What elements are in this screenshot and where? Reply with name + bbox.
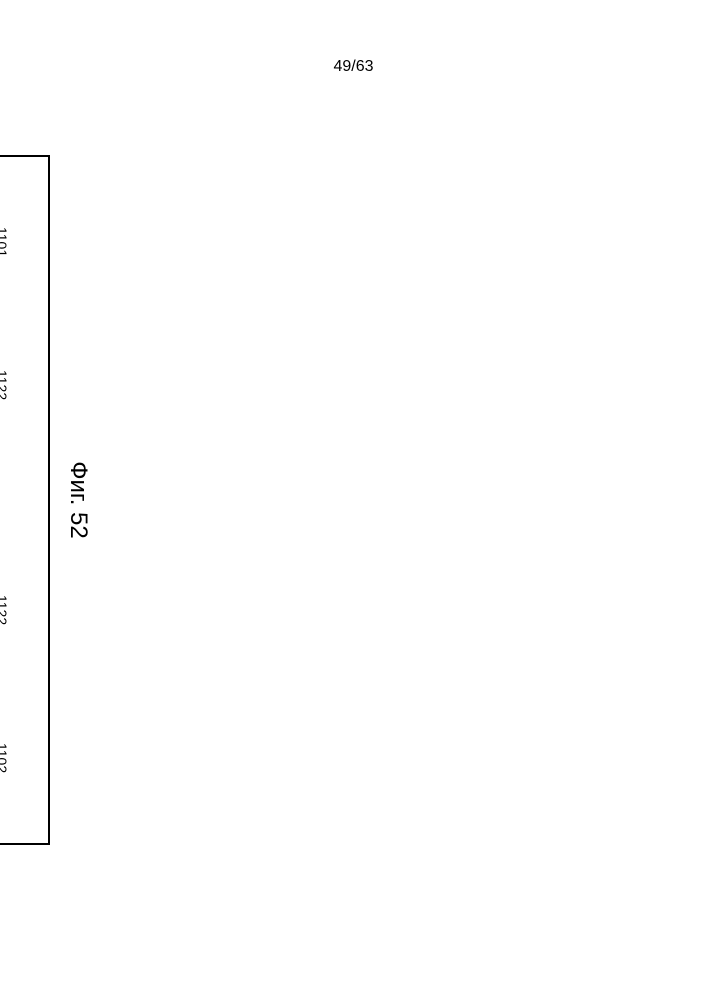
diagram-frame — [0, 155, 50, 845]
page-number: 49/63 — [0, 58, 707, 76]
figure-rotated-container: Фиг. 52 СТАНЦИЯ ШИРОКОВЕЩАТЕЛЬНОЙ ПЕРЕДА… — [0, 155, 100, 845]
terminal-device-ref: 1102 — [0, 743, 10, 773]
el-left-ref: 1122 — [0, 370, 10, 400]
broadcast-station-ref: 1101 — [0, 227, 10, 257]
figure-title: Фиг. 52 — [64, 155, 92, 845]
figure: Фиг. 52 СТАНЦИЯ ШИРОКОВЕЩАТЕЛЬНОЙ ПЕРЕДА… — [0, 155, 100, 845]
el-right-ref: 1122 — [0, 595, 10, 625]
